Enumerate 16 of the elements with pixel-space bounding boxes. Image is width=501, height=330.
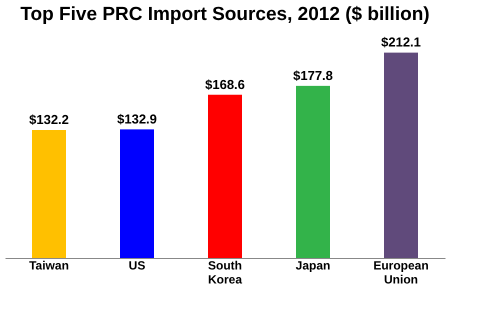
bar <box>208 94 242 258</box>
chart-title: Top Five PRC Import Sources, 2012 ($ billion) <box>20 4 430 25</box>
x-tick-label: Japan <box>296 258 330 272</box>
data-label: $132.2 <box>29 112 69 128</box>
data-label: $168.6 <box>205 76 245 92</box>
bar <box>32 130 66 258</box>
data-label: $212.1 <box>381 34 421 50</box>
x-tick-label: Taiwan <box>29 258 69 272</box>
data-label: $132.9 <box>117 111 157 126</box>
bar <box>120 129 154 258</box>
x-tick-label: US <box>128 258 146 272</box>
x-tick-label: South Korea <box>208 258 242 286</box>
x-tick-label: European Union <box>373 258 429 286</box>
bar <box>384 52 418 258</box>
data-label: $177.8 <box>293 68 333 83</box>
bar <box>296 86 330 258</box>
